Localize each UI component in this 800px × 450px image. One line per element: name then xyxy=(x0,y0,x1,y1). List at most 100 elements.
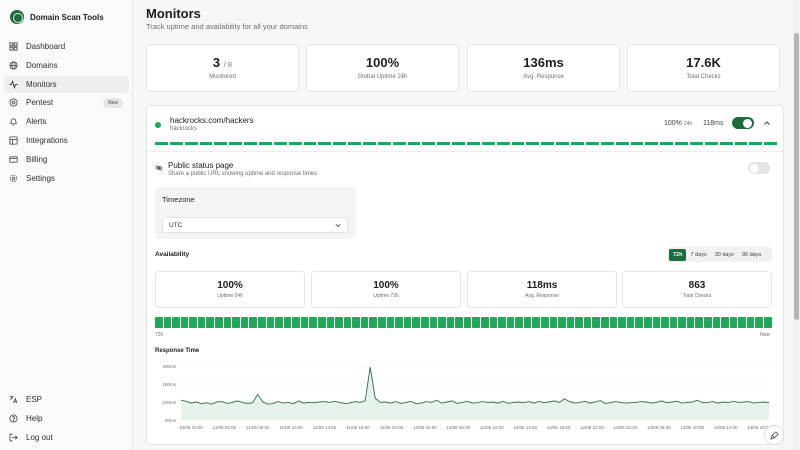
availability-card-avg-response: 118ms Avg. Response xyxy=(467,271,617,308)
uptime-segment xyxy=(689,142,703,145)
integrations-icon xyxy=(9,136,18,145)
availability-bar xyxy=(429,317,438,328)
availability-bar xyxy=(163,317,172,328)
scrollbar-thumb[interactable] xyxy=(794,33,799,320)
uptime-segment xyxy=(259,142,272,145)
tab-90-days[interactable]: 90 days xyxy=(741,251,762,258)
availability-bar xyxy=(275,317,283,328)
uptime-segment xyxy=(288,142,302,145)
uptime-segment xyxy=(571,142,584,145)
card-label: Uptime 24h xyxy=(217,293,243,299)
stat-card-avg-response: 136ms Avg. Response xyxy=(467,44,620,92)
chevron-up-icon[interactable] xyxy=(763,119,771,127)
availability-bar xyxy=(498,317,506,328)
uptime-segment xyxy=(244,142,258,145)
sidebar-item-alerts[interactable]: Alerts xyxy=(4,113,129,130)
sidebar-item-integrations[interactable]: Integrations xyxy=(4,132,129,149)
uptime-segment xyxy=(511,142,525,145)
card-value: 100% xyxy=(217,280,243,291)
availability-bar xyxy=(172,317,180,328)
tab-7-days[interactable]: 7 days xyxy=(690,251,707,258)
stat-value: 100% xyxy=(365,55,400,70)
uptime-segment xyxy=(526,142,540,145)
uptime-segment xyxy=(719,142,733,145)
sidebar-item-billing[interactable]: Billing xyxy=(4,151,129,168)
stat-suffix: / 8 xyxy=(223,60,233,69)
logout-icon xyxy=(9,433,18,442)
sidebar-item-label: Settings xyxy=(26,173,55,183)
sidebar-item-label: Domains xyxy=(26,60,58,70)
tab-30-days[interactable]: 30 days xyxy=(714,251,734,258)
activity-icon xyxy=(9,79,18,89)
theme-toggle-button[interactable] xyxy=(764,425,784,445)
availability-bar xyxy=(446,317,455,328)
uptime-segment xyxy=(600,142,614,145)
availability-bar xyxy=(309,317,317,328)
monitor-enabled-toggle[interactable] xyxy=(732,117,754,129)
response-time-label: Response Time xyxy=(155,348,200,354)
x-tick-label: 13/05 06:00 xyxy=(647,425,671,430)
uptime-segment xyxy=(452,142,466,145)
availability-bar xyxy=(704,317,712,328)
uptime-segment xyxy=(199,142,213,145)
sidebar-item-monitors[interactable]: Monitors xyxy=(4,75,129,93)
stat-value: 136ms xyxy=(523,55,564,70)
language-icon xyxy=(9,395,18,404)
availability-bar xyxy=(283,317,292,328)
sidebar-item-settings[interactable]: Settings xyxy=(4,170,129,187)
availability-bar xyxy=(266,317,275,328)
y-tick-label: 150ms xyxy=(162,382,176,387)
monitor-uptime: 100% 24h xyxy=(664,120,692,127)
availability-bar xyxy=(343,317,352,328)
brand[interactable]: Domain Scan Tools xyxy=(10,10,104,24)
availability-bar xyxy=(317,317,326,328)
sidebar-item-domains[interactable]: Domains xyxy=(4,57,129,74)
availability-bar xyxy=(532,317,541,328)
uptime-segment xyxy=(749,142,763,145)
uptime-segment xyxy=(764,142,778,145)
availability-bar xyxy=(249,317,257,328)
tab-72h[interactable]: 72h xyxy=(669,248,687,261)
sidebar-item-label: Dashboard xyxy=(26,42,66,51)
availability-bar xyxy=(506,317,515,328)
uptime-segment xyxy=(704,142,718,145)
availability-bar xyxy=(300,317,309,328)
uptime-segment xyxy=(407,142,421,145)
availability-bar xyxy=(292,317,300,328)
availability-bar xyxy=(626,317,635,328)
sidebar-item-dashboard[interactable]: Dashboard xyxy=(4,38,129,55)
dashboard-icon xyxy=(9,42,18,51)
uptime-segment xyxy=(675,142,688,145)
timezone-select[interactable]: UTC xyxy=(162,217,348,233)
availability-bar xyxy=(438,317,446,328)
sidebar-item-pentest[interactable]: Pentest New xyxy=(4,94,129,111)
public-status-title: Public status page xyxy=(168,161,234,170)
x-tick-label: 12/05 02:00 xyxy=(413,425,437,430)
sidebar-item-label: Help xyxy=(26,413,43,423)
bars-start-label: 72h xyxy=(155,332,164,338)
availability-bar xyxy=(575,317,583,328)
sidebar-item-label: Integrations xyxy=(26,135,68,145)
sidebar-item-language[interactable]: ESP xyxy=(4,391,129,408)
monitor-name[interactable]: hackrocks.com/hackers xyxy=(170,116,254,125)
availability-bar xyxy=(661,317,669,328)
y-tick-label: 100ms xyxy=(162,400,176,405)
response-line xyxy=(180,367,770,405)
uptime-segment xyxy=(734,142,748,145)
x-tick-label: 11/05 02:00 xyxy=(213,425,237,430)
availability-bar xyxy=(764,317,772,328)
x-tick-label: 11/05 10:00 xyxy=(280,425,304,430)
availability-bar xyxy=(232,317,240,328)
sidebar-item-help[interactable]: Help xyxy=(4,410,129,427)
public-status-toggle[interactable] xyxy=(748,162,770,174)
x-tick-label: 13/05 10:00 xyxy=(680,425,704,430)
card-icon xyxy=(9,155,18,164)
sidebar-item-logout[interactable]: Log out xyxy=(4,429,129,446)
y-tick-label: 200ms xyxy=(162,364,176,369)
availability-bar xyxy=(549,317,558,328)
uptime-segment xyxy=(303,142,317,145)
availability-label: Availability xyxy=(155,251,190,258)
stat-label: Avg. Response xyxy=(523,74,564,80)
availability-card-uptime-24h: 100% Uptime 24h xyxy=(155,271,305,308)
availability-bar xyxy=(386,317,395,328)
